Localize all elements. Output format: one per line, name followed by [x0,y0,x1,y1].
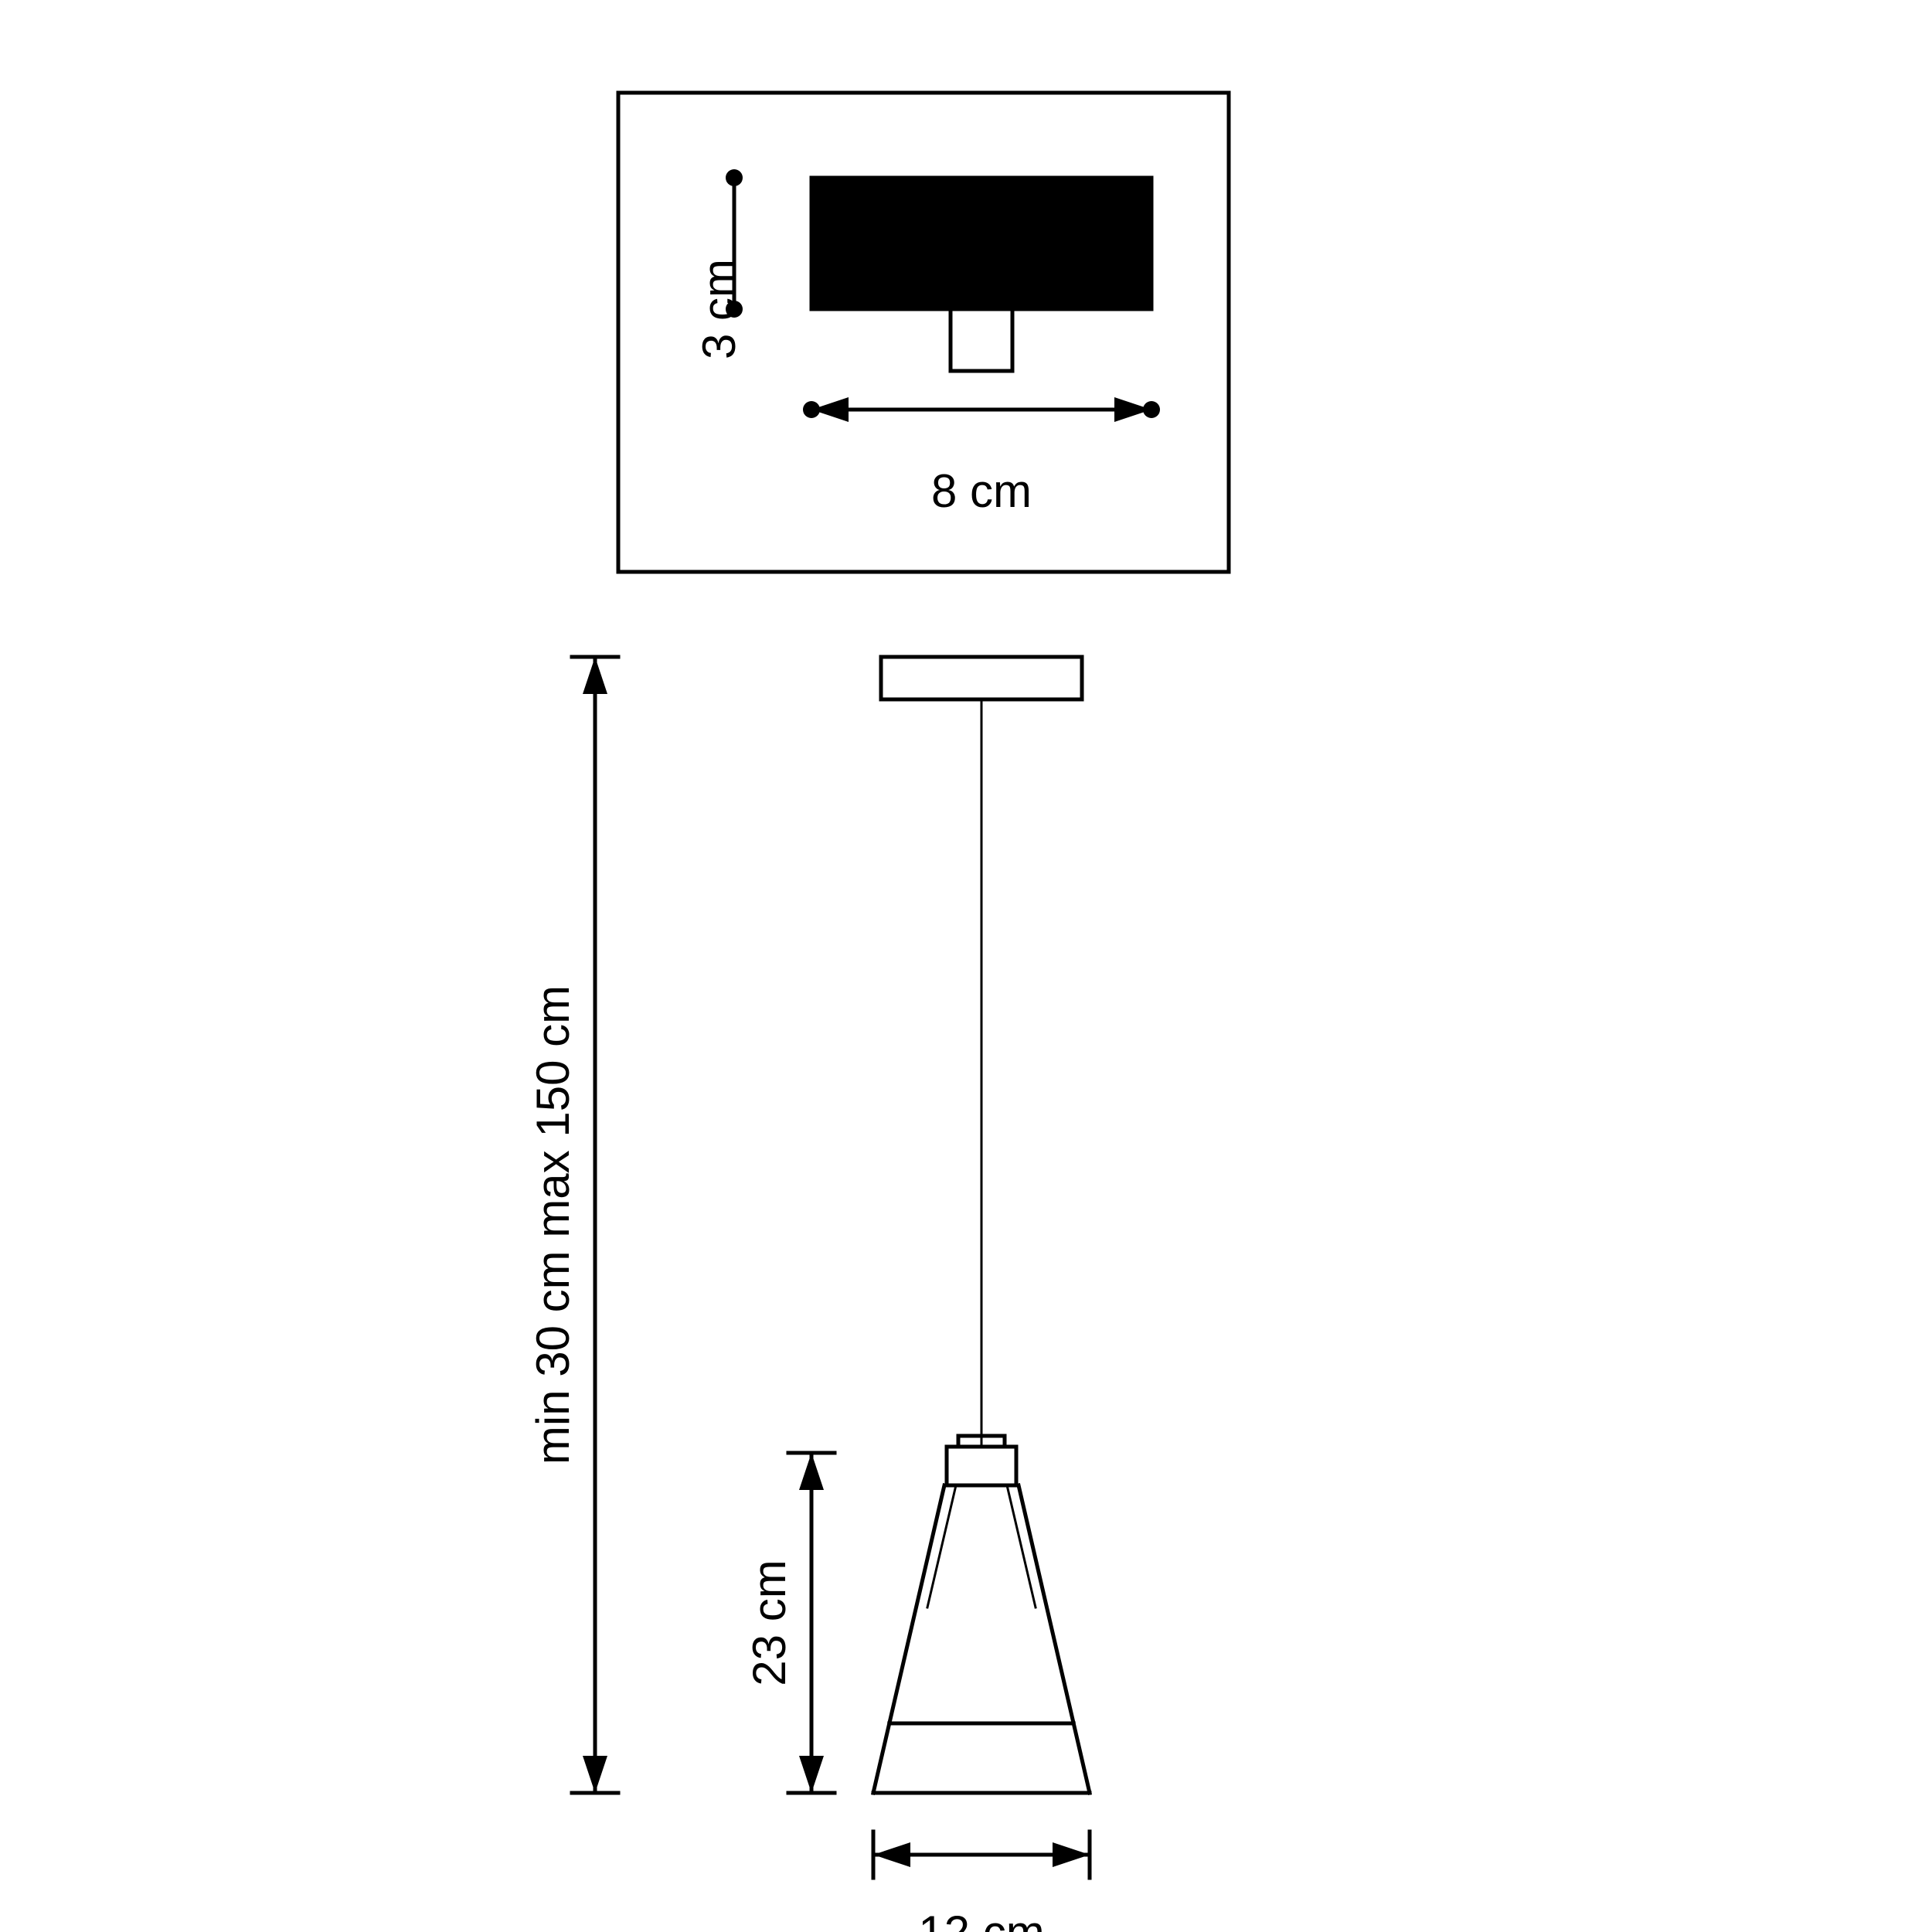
dim-label-23cm: 23 cm [743,1560,795,1685]
dim-label-3cm: 3 cm [693,259,745,359]
dim-label-12cm: 12 cm [918,1906,1044,1932]
dim-dot [726,169,743,186]
tech-drawing: 3 cm 8 cm min 30 cm max 150 cm 23 cm 12 cm [0,0,1932,1932]
canopy-block [811,178,1151,309]
dim-label-total: min 30 cm max 150 cm [527,985,579,1464]
dim-label-8cm: 8 cm [931,465,1032,517]
